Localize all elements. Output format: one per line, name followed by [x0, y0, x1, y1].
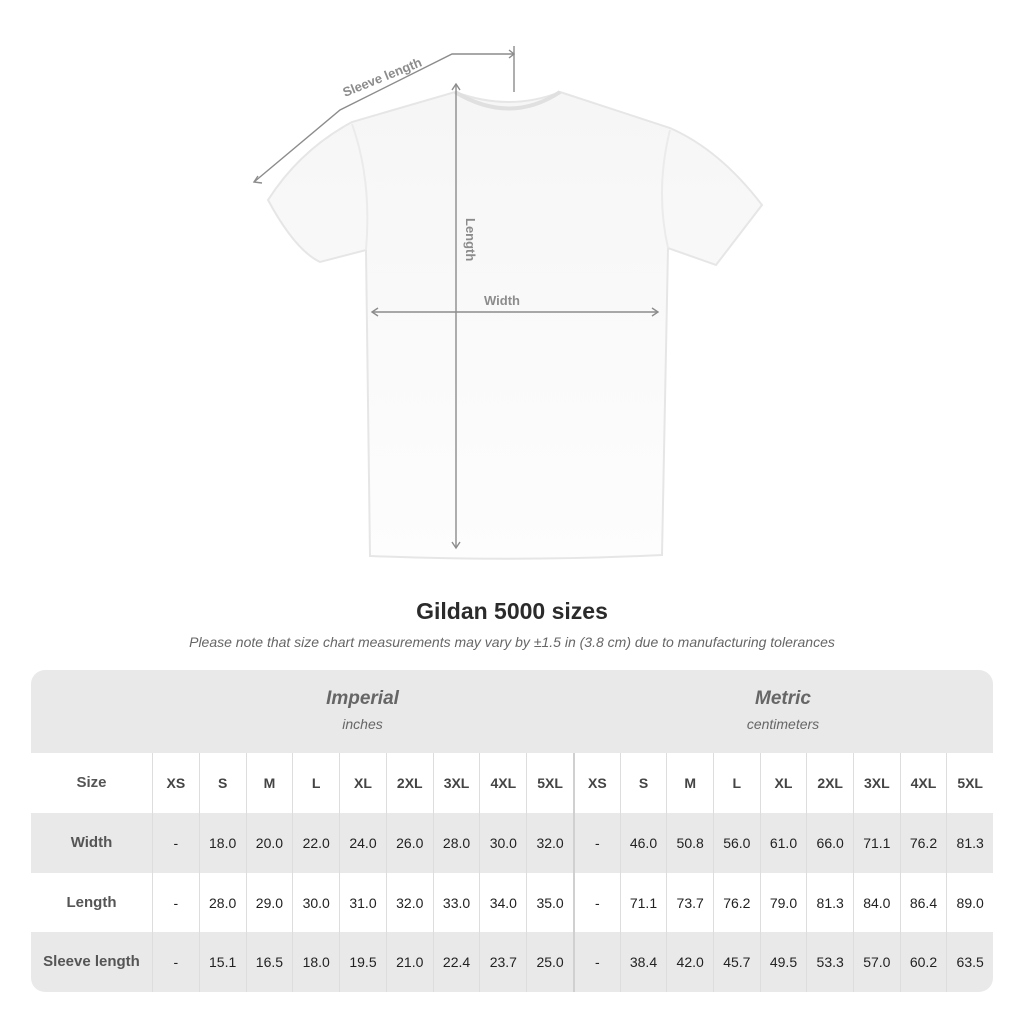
size-header-imperial-M: M [245, 753, 293, 813]
imperial-cell: - [152, 873, 199, 933]
size-header-imperial-4XL: 4XL [479, 753, 526, 813]
imperial-group-header: Imperial inches [152, 670, 573, 753]
metric-cell: 60.2 [899, 932, 947, 992]
sleeve-length-label: Sleeve length [341, 54, 424, 99]
metric-cell: 86.4 [899, 873, 947, 933]
imperial-unit: inches [342, 716, 383, 732]
metric-cell: 79.0 [759, 873, 807, 933]
size-header-row [31, 753, 993, 813]
metric-cell: 61.0 [759, 813, 807, 873]
size-header-imperial-XL: XL [339, 753, 386, 813]
size-header-imperial-S: S [198, 753, 246, 813]
size-header-imperial-3XL: 3XL [432, 753, 480, 813]
tshirt-body [266, 90, 764, 560]
metric-unit: centimeters [746, 716, 820, 732]
width-label: Width [484, 293, 520, 308]
row-label: Length [66, 894, 117, 911]
size-header-imperial-5XL: 5XL [526, 753, 573, 813]
metric-cell: 42.0 [666, 932, 713, 992]
table-row [31, 932, 993, 992]
size-header-metric-S: S [619, 753, 667, 813]
imperial-cell: 20.0 [245, 813, 293, 873]
tshirt-diagram: Sleeve length Length Width [252, 46, 764, 560]
metric-cell: 57.0 [853, 932, 900, 992]
metric-cell: 81.3 [946, 813, 993, 873]
metric-cell: 53.3 [806, 932, 853, 992]
table-row [31, 873, 993, 933]
length-label: Length [463, 218, 478, 261]
size-header-metric-M: M [666, 753, 713, 813]
metric-cell: 76.2 [899, 813, 947, 873]
imperial-cell: 34.0 [479, 873, 526, 933]
size-header-imperial-XS: XS [152, 753, 199, 813]
metric-title: Metric [755, 688, 811, 709]
metric-cell: 89.0 [946, 873, 993, 933]
imperial-cell: - [152, 932, 199, 992]
row-label: Sleeve length [43, 953, 140, 970]
imperial-cell: 21.0 [385, 932, 433, 992]
size-header-metric-XS: XS [573, 753, 620, 813]
metric-cell: - [573, 813, 620, 873]
metric-cell: - [573, 932, 620, 992]
metric-cell: 45.7 [713, 932, 760, 992]
imperial-cell: 28.0 [198, 873, 246, 933]
size-header-metric-L: L [713, 753, 760, 813]
imperial-cell: 31.0 [339, 873, 386, 933]
metric-cell: 50.8 [666, 813, 713, 873]
row-label: Width [70, 834, 113, 851]
imperial-title: Imperial [326, 688, 399, 709]
metric-cell: 63.5 [946, 932, 993, 992]
imperial-cell: 30.0 [479, 813, 526, 873]
metric-cell: 71.1 [619, 873, 667, 933]
metric-cell: 71.1 [853, 813, 900, 873]
table-row [31, 813, 993, 873]
metric-cell: 56.0 [713, 813, 760, 873]
imperial-cell: - [152, 813, 199, 873]
imperial-cell: 33.0 [432, 873, 480, 933]
imperial-cell: 22.0 [292, 813, 339, 873]
imperial-cell: 30.0 [292, 873, 339, 933]
size-header-metric-2XL: 2XL [806, 753, 853, 813]
imperial-cell: 35.0 [526, 873, 573, 933]
metric-cell: 38.4 [619, 932, 667, 992]
imperial-cell: 28.0 [432, 813, 480, 873]
imperial-cell: 15.1 [198, 932, 246, 992]
imperial-cell: 19.5 [339, 932, 386, 992]
size-table: Imperial inches Metric centimeters Size X… [31, 670, 993, 992]
tolerance-note: Please note that size chart measurements… [189, 634, 835, 650]
size-header-metric-5XL: 5XL [946, 753, 993, 813]
imperial-cell: 25.0 [526, 932, 573, 992]
chart-title: Gildan 5000 sizes [416, 598, 608, 624]
metric-cell: 84.0 [853, 873, 900, 933]
metric-group-header: Metric centimeters [573, 670, 993, 753]
imperial-cell: 18.0 [198, 813, 246, 873]
metric-cell: 81.3 [806, 873, 853, 933]
size-header-metric-3XL: 3XL [853, 753, 900, 813]
imperial-cell: 32.0 [526, 813, 573, 873]
metric-cell: 73.7 [666, 873, 713, 933]
size-header-metric-XL: XL [759, 753, 807, 813]
metric-cell: 49.5 [759, 932, 807, 992]
size-header-metric-4XL: 4XL [899, 753, 947, 813]
size-header-label: Size [76, 774, 107, 791]
imperial-cell: 32.0 [385, 873, 433, 933]
imperial-cell: 18.0 [292, 932, 339, 992]
size-header-imperial-L: L [292, 753, 339, 813]
sleeve-measure-line [253, 53, 514, 183]
group-header-band [31, 670, 993, 753]
metric-cell: 76.2 [713, 873, 760, 933]
imperial-cell: 23.7 [479, 932, 526, 992]
size-header-imperial-2XL: 2XL [385, 753, 433, 813]
metric-cell: 46.0 [619, 813, 667, 873]
imperial-cell: 29.0 [245, 873, 293, 933]
imperial-cell: 16.5 [245, 932, 293, 992]
metric-cell: 66.0 [806, 813, 853, 873]
imperial-cell: 22.4 [432, 932, 480, 992]
imperial-cell: 26.0 [385, 813, 433, 873]
metric-cell: - [573, 873, 620, 933]
imperial-cell: 24.0 [339, 813, 386, 873]
